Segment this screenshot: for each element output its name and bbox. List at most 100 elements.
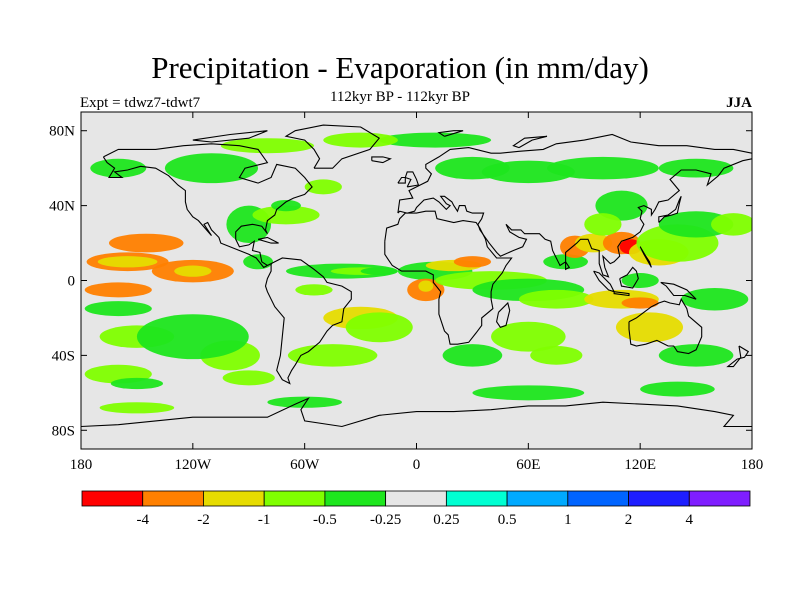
coastline [257, 236, 279, 244]
field-region [640, 381, 715, 397]
colorbar-label: 1 [564, 512, 572, 528]
field-region [595, 190, 648, 221]
field-region [295, 284, 333, 296]
field-region [222, 370, 275, 386]
coastline [284, 124, 381, 169]
colorbar-swatch [445, 490, 508, 507]
colorbar-swatch [385, 490, 447, 507]
field-region [345, 312, 413, 343]
map-subtitle: 112kyr BP - 112kyr BP [329, 89, 470, 105]
field-region [574, 233, 613, 253]
lon-tick-label: 60E [516, 457, 540, 473]
colorbar-swatch [567, 490, 629, 507]
coastline [192, 130, 268, 143]
coastline [264, 257, 352, 385]
field-region [453, 256, 492, 268]
colorbar-swatch [628, 490, 690, 507]
field-region [658, 211, 734, 238]
lat-tick-label: 40S [52, 348, 75, 364]
field-region [136, 314, 249, 360]
coastline [639, 246, 652, 268]
field-region [546, 156, 659, 180]
colorbar-swatch [263, 490, 326, 507]
colorbar-label: 0.25 [433, 512, 459, 528]
field-region [323, 132, 398, 148]
colorbar-label: -4 [136, 512, 149, 528]
lat-tick-label: 80S [52, 423, 75, 439]
field-region [108, 233, 184, 253]
field-region [615, 312, 684, 343]
field-region [491, 321, 566, 352]
field-region [267, 396, 342, 408]
field-region [110, 377, 164, 390]
coastline [496, 301, 511, 328]
field-region [84, 282, 152, 298]
field-region [84, 301, 152, 317]
lat-tick-label: 40N [49, 199, 75, 215]
field-region [97, 256, 158, 268]
field-region [584, 213, 622, 236]
map-title: Precipitation - Evaporation (in mm/day) [151, 50, 649, 85]
field-region [442, 344, 503, 367]
coastline-layer [81, 124, 752, 428]
lat-tick-label: 80N [49, 124, 75, 140]
colorbar: -4 -2 -1 -0.5 -0.25 0.25 0.5 1 2 4 [81, 490, 751, 528]
field-region [164, 153, 259, 184]
field-region [530, 346, 583, 365]
field-region [435, 156, 510, 180]
colorbar-label: -2 [197, 512, 210, 528]
field-region [621, 273, 659, 288]
lon-tick-label: 120W [174, 457, 212, 473]
field-region [220, 138, 314, 154]
colorbar-swatch [506, 490, 569, 507]
field-region [360, 267, 398, 275]
field-region [472, 385, 585, 401]
coastline [437, 130, 464, 137]
lon-tick-label: 0 [413, 457, 421, 473]
coastline [619, 266, 639, 289]
field-region [418, 280, 434, 292]
field-region [174, 265, 212, 277]
coastline [512, 135, 548, 149]
coastline [404, 171, 420, 188]
field-region [681, 287, 749, 311]
coastline [613, 291, 630, 297]
colorbar-swatch [81, 490, 144, 507]
lon-tick-label: 180 [741, 457, 764, 473]
colorbar-label: -0.25 [370, 512, 401, 528]
coastline [628, 297, 703, 355]
season-label: JJA [726, 95, 752, 111]
lat-tick-label: 0 [68, 274, 76, 290]
field-region [658, 158, 734, 178]
colorbar-swatch [324, 490, 387, 507]
coastline [81, 397, 752, 428]
lon-tick-label: 120E [624, 457, 656, 473]
lon-tick-label: 60W [290, 457, 320, 473]
colorbar-swatch [688, 490, 751, 507]
colorbar-label: -1 [258, 512, 271, 528]
coastline [565, 261, 571, 271]
coastline [102, 143, 313, 269]
field-region [304, 179, 342, 195]
field-region [658, 344, 734, 367]
colorbar-swatch [142, 490, 204, 507]
field-region [519, 289, 594, 309]
colorbar-label: -0.5 [313, 512, 337, 528]
colorbar-swatch [203, 490, 265, 507]
coastline [660, 281, 697, 300]
coastline [371, 156, 392, 164]
field-region [99, 402, 175, 414]
colorbar-label: 0.5 [498, 512, 517, 528]
axis-ticks: 80N 40N 0 40S 80S 180 120W 60W 0 60E 120E 180 [49, 112, 763, 473]
lon-tick-label: 180 [70, 457, 93, 473]
coastline [658, 196, 682, 223]
coastline [726, 345, 750, 368]
coastline [397, 176, 406, 184]
field-region [90, 158, 147, 178]
field-region [711, 213, 752, 236]
coastline [384, 210, 513, 345]
coastline [397, 133, 752, 278]
experiment-label: Expt = tdwz7-tdwt7 [80, 95, 201, 111]
colorbar-label: 2 [625, 512, 633, 528]
